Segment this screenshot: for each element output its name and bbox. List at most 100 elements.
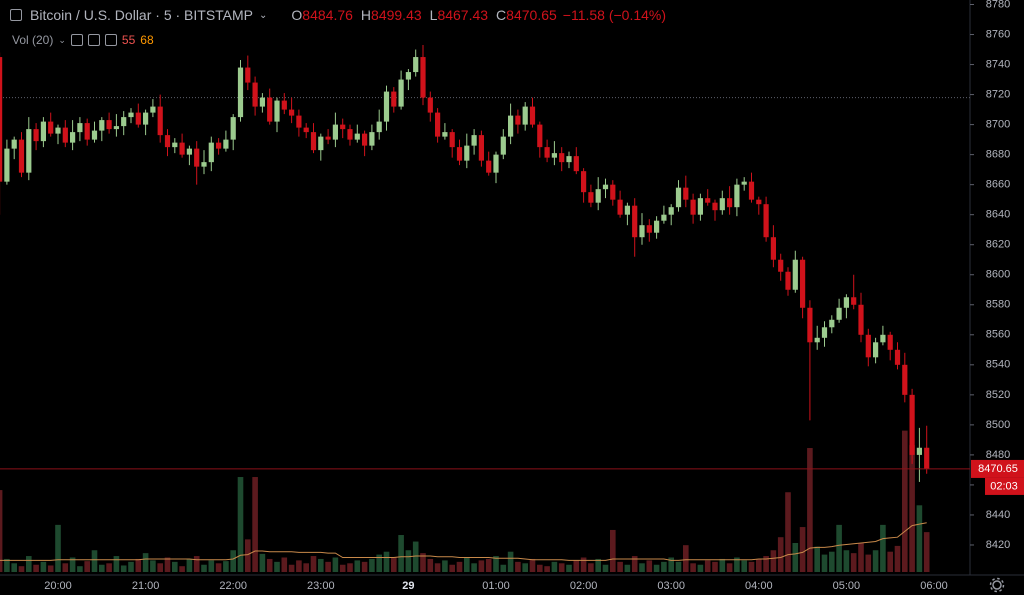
- candle-body: [880, 334, 886, 343]
- candle-body: [887, 334, 893, 350]
- symbol-title[interactable]: Bitcoin / U.S. Dollar · 5 · BITSTAMP: [30, 7, 254, 23]
- y-tick-label: 8640: [986, 209, 1010, 221]
- ohlc-label: C: [496, 7, 507, 23]
- volume-bar: [215, 563, 222, 572]
- dropdown-arrow[interactable]: ⌄: [259, 9, 268, 21]
- candle-body: [778, 259, 784, 272]
- candle-body: [33, 129, 39, 142]
- candle-body: [84, 123, 90, 140]
- volume-bar: [398, 535, 404, 572]
- visibility-icon[interactable]: [70, 34, 83, 46]
- candle-body: [478, 135, 484, 161]
- volume-bar: [763, 556, 769, 572]
- candle-body: [186, 148, 192, 155]
- candle-body: [274, 100, 280, 122]
- volume-bar: [595, 558, 601, 572]
- candle-body: [150, 106, 156, 113]
- volume-bar: [252, 477, 258, 572]
- candle-body: [924, 447, 930, 469]
- candle-body: [800, 259, 806, 308]
- price-axis-bg: [970, 0, 1024, 595]
- candle-body: [916, 447, 922, 455]
- volume-bar: [836, 524, 842, 572]
- candle-body: [376, 121, 382, 133]
- volume-bar: [391, 557, 397, 572]
- candle-body: [40, 121, 46, 142]
- candle-body: [734, 184, 740, 208]
- candle-body: [340, 124, 346, 130]
- close-icon[interactable]: [104, 34, 117, 46]
- volume-bar: [471, 563, 477, 572]
- volume-bar: [442, 560, 448, 572]
- volume-bar: [807, 448, 813, 572]
- volume-bar: [339, 564, 346, 572]
- volume-bar: [142, 553, 149, 572]
- y-tick-label: 8580: [986, 299, 1010, 311]
- volume-bar: [646, 560, 653, 572]
- candle-body: [18, 139, 25, 173]
- volume-bar: [230, 550, 236, 572]
- volume-bar: [164, 557, 171, 572]
- volume-bar: [610, 529, 616, 572]
- candle-body: [617, 199, 623, 215]
- candle-body: [318, 136, 324, 151]
- volume-bar: [850, 553, 857, 572]
- volume-bar: [872, 550, 879, 572]
- volume-bar: [756, 558, 762, 572]
- dropdown-arrow[interactable]: ⌄: [58, 34, 66, 45]
- volume-bar: [558, 563, 565, 572]
- candle-body: [128, 112, 134, 118]
- collapse-icon[interactable]: [10, 9, 22, 21]
- volume-bar: [120, 565, 127, 572]
- candle-body: [639, 225, 645, 238]
- candle-body: [792, 259, 798, 290]
- candles: [0, 45, 930, 482]
- candle-body: [697, 198, 703, 215]
- candle-body: [164, 135, 171, 148]
- volume-label[interactable]: Vol (20): [12, 33, 54, 47]
- candle-body: [194, 148, 200, 167]
- candle-body: [632, 205, 638, 238]
- candle-body: [471, 135, 477, 146]
- candle-body: [237, 67, 244, 118]
- volume-bar: [237, 477, 244, 572]
- volume-bar: [617, 561, 623, 572]
- candle-body: [727, 198, 733, 208]
- volume-bar: [26, 556, 32, 572]
- candle-body: [602, 184, 609, 190]
- volume-bar: [303, 563, 309, 572]
- volume-bar: [296, 560, 302, 572]
- settings-icon[interactable]: [989, 577, 1005, 593]
- volume-bar: [814, 546, 820, 572]
- x-tick-label: 02:00: [570, 580, 598, 592]
- candle-body: [544, 147, 550, 158]
- volume-bar: [551, 561, 558, 572]
- candle-body: [70, 132, 76, 143]
- candle-body: [661, 214, 667, 221]
- candle-body: [588, 192, 594, 203]
- volume-bar: [4, 558, 10, 572]
- volume-bar: [172, 561, 178, 572]
- candle-body: [836, 307, 842, 320]
- x-tick-label: 23:00: [307, 580, 335, 592]
- candle-body: [143, 112, 149, 125]
- candle-body: [858, 304, 864, 335]
- candle-body: [581, 171, 587, 193]
- ohlc-label: L: [429, 7, 438, 23]
- ohlc-label: O: [291, 7, 303, 23]
- y-tick-label: 8620: [986, 239, 1010, 251]
- ohlc-label: H: [360, 7, 372, 23]
- volume-bar: [923, 532, 930, 572]
- candle-body: [493, 154, 499, 173]
- candle-body: [398, 79, 404, 107]
- volume-bar: [741, 560, 747, 572]
- volume-bar: [493, 556, 499, 572]
- volume-bar: [748, 561, 755, 572]
- candle-body: [62, 127, 68, 143]
- volume-bar: [464, 557, 470, 572]
- volume-bar: [770, 550, 777, 572]
- volume-bar: [113, 556, 120, 572]
- candle-body: [420, 57, 426, 98]
- volume-bar: [537, 564, 543, 572]
- settings-icon[interactable]: [87, 34, 100, 46]
